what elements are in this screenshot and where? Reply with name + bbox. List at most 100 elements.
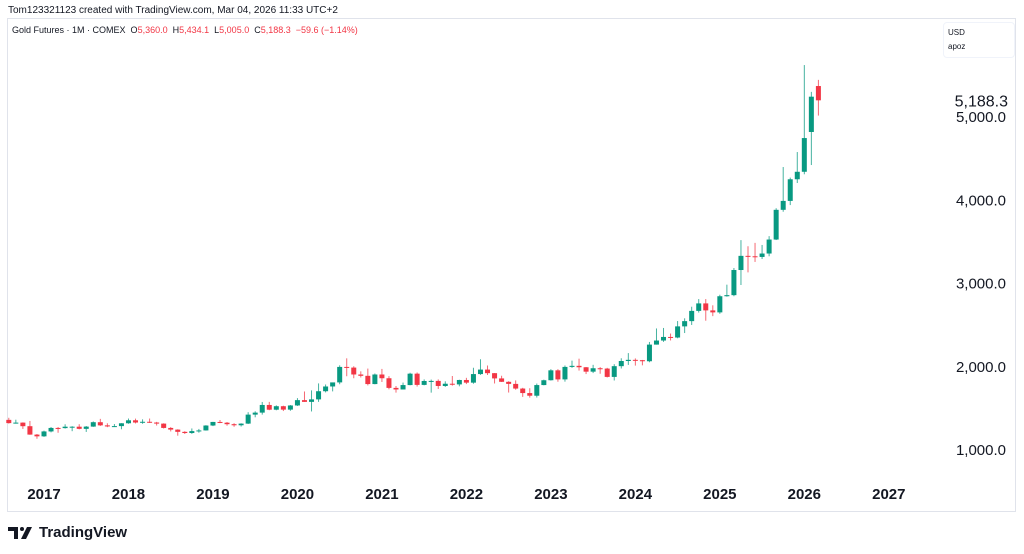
candle-body: [203, 425, 209, 431]
tradingview-logo[interactable]: TradingView: [8, 524, 127, 541]
candle-body: [611, 366, 617, 377]
price-axis-label: 1,000.0: [956, 442, 1006, 459]
time-axis-label: 2017: [27, 486, 60, 503]
close-value: 5,188.3: [260, 25, 291, 35]
candle-body: [689, 310, 695, 322]
candle-body: [625, 359, 631, 362]
currency-unit-box[interactable]: USD apoz: [943, 22, 1015, 58]
symbol-name[interactable]: Gold Futures · 1M · COMEX: [12, 25, 126, 35]
candle-body: [787, 179, 793, 201]
candle-body: [541, 380, 547, 386]
candle-body: [449, 383, 455, 385]
candle-body: [815, 86, 821, 101]
candle-body: [48, 427, 54, 432]
candle-body: [97, 422, 103, 426]
time-axis-label: 2023: [534, 486, 567, 503]
candle-body: [597, 368, 603, 370]
chart-credit: Tom123321123 created with TradingView.co…: [8, 5, 338, 16]
candle-body: [259, 404, 265, 413]
unit-label: apoz: [948, 42, 966, 51]
price-axis-label: 4,000.0: [956, 192, 1006, 209]
candle-body: [766, 239, 772, 254]
candle-body: [379, 374, 385, 379]
candle-body: [604, 368, 610, 377]
candle-body: [513, 383, 519, 389]
candle-body: [154, 422, 160, 424]
candle-body: [27, 426, 33, 435]
candle-body: [316, 391, 322, 400]
candle-body: [69, 426, 75, 428]
candle-body: [182, 431, 188, 434]
candle-body: [175, 429, 181, 432]
candle-body: [407, 373, 413, 386]
candle-body: [696, 303, 702, 311]
candle-body: [442, 383, 448, 386]
candle-body: [661, 336, 667, 341]
candle-body: [738, 255, 744, 271]
candle-body: [301, 400, 307, 402]
candle-body: [266, 404, 272, 410]
candle-body: [252, 412, 258, 415]
candle-body: [365, 375, 371, 385]
candle-body: [287, 405, 293, 410]
candle-body: [562, 366, 568, 380]
candle-body: [590, 368, 596, 372]
change-value: −59.6 (−1.14%): [295, 25, 358, 35]
candle-body: [386, 378, 392, 388]
price-axis-label: 5,000.0: [956, 109, 1006, 126]
candle-body: [569, 365, 575, 367]
candle-body: [13, 422, 19, 424]
candle-body: [653, 340, 659, 345]
candle-body: [632, 359, 638, 361]
candle-body: [309, 399, 315, 402]
candle-body: [238, 423, 244, 426]
time-axis-label: 2026: [788, 486, 821, 503]
candle-body: [646, 344, 652, 362]
candle-body: [217, 421, 223, 423]
candle-body: [196, 430, 202, 432]
time-axis-label: 2027: [872, 486, 905, 503]
candle-body: [520, 388, 526, 394]
time-axis-label: 2018: [112, 486, 145, 503]
candle-body: [140, 421, 146, 423]
candle-body: [231, 424, 237, 426]
candle-body: [372, 374, 378, 385]
candle-body: [731, 270, 737, 296]
candle-body: [710, 310, 716, 313]
candle-body: [682, 321, 688, 327]
candle-body: [273, 406, 279, 410]
candle-body: [639, 360, 645, 362]
open-value: 5,360.0: [137, 25, 168, 35]
time-axis-label: 2025: [703, 486, 736, 503]
chart-frame: [7, 18, 1016, 512]
candle-body: [118, 423, 124, 427]
last-price-label: 5,188.3: [955, 93, 1008, 110]
candle-body: [337, 366, 343, 383]
candle-body: [477, 369, 483, 375]
candle-body: [745, 255, 751, 257]
candle-body: [618, 361, 624, 367]
candle-body: [456, 379, 462, 385]
candle-body: [400, 385, 406, 390]
last-price-bg: [944, 89, 1014, 110]
candle-body: [808, 96, 814, 132]
open-label: O: [130, 25, 138, 35]
candle-body: [414, 373, 420, 385]
symbol-legend: Gold Futures · 1M · COMEX O5,360.0 H5,43…: [12, 25, 358, 35]
candle-body: [344, 366, 350, 368]
candle-body: [393, 387, 399, 390]
candle-body: [224, 422, 230, 425]
time-axis-label: 2021: [365, 486, 398, 503]
candle-body: [358, 374, 364, 376]
close-label: C: [254, 25, 261, 35]
candle-body: [548, 370, 554, 381]
candle-body: [210, 421, 216, 426]
candle-body: [555, 370, 561, 380]
candle-body: [499, 378, 505, 382]
candle-body: [280, 406, 286, 410]
candle-body: [435, 380, 441, 386]
candle-body: [470, 374, 476, 383]
price-axis-label: 2,000.0: [956, 359, 1006, 376]
candle-body: [76, 426, 82, 429]
